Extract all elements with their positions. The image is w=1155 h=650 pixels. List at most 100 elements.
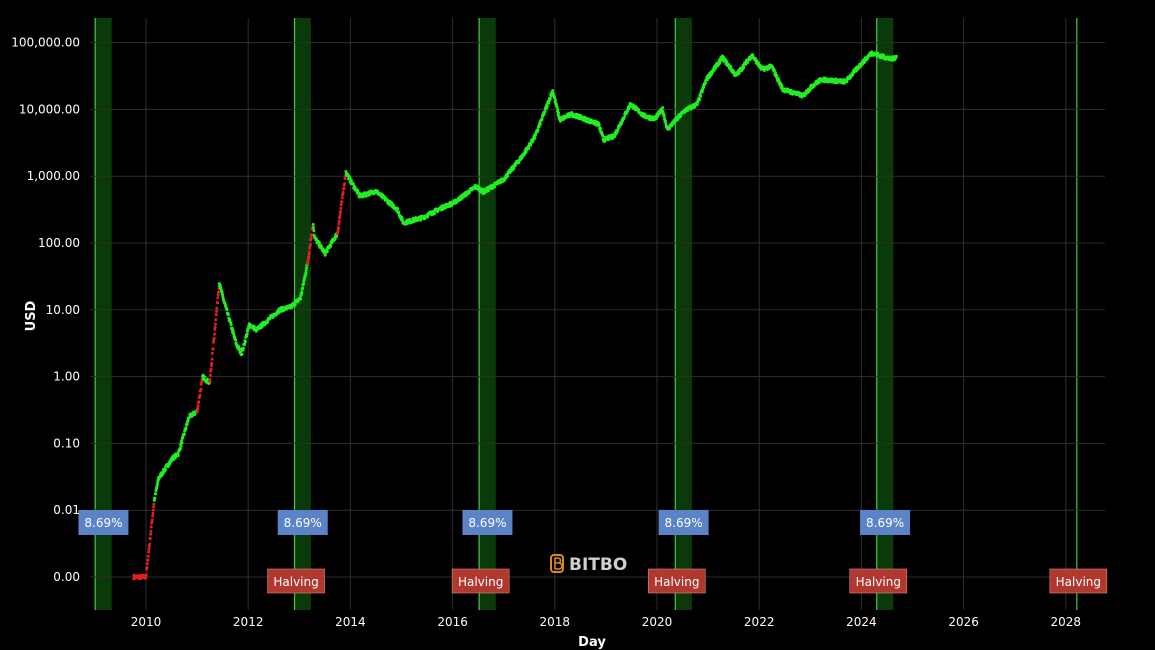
price-point (341, 190, 345, 194)
price-point (656, 115, 660, 118)
price-point (538, 122, 542, 126)
price-point (342, 187, 346, 191)
pct-label: 8.69% (665, 516, 703, 530)
price-point (542, 112, 546, 116)
price-point (545, 105, 549, 109)
price-point (216, 301, 219, 305)
halving-bands (94, 18, 1078, 610)
pct-label-box (860, 510, 911, 535)
price-point (349, 178, 353, 182)
halving-band (479, 18, 496, 610)
y-tick-label: 10.00 (46, 303, 80, 317)
price-point (154, 492, 158, 496)
price-point (203, 375, 207, 379)
price-point (301, 286, 305, 290)
pct-label-box (658, 510, 709, 535)
y-tick-label: 0.00 (53, 570, 80, 584)
price-points (132, 50, 898, 581)
price-point (702, 85, 706, 89)
price-point (163, 468, 167, 472)
price-point (225, 308, 229, 312)
price-point (148, 542, 152, 546)
grid (90, 18, 1105, 610)
price-point (152, 502, 156, 506)
price-point (774, 71, 778, 75)
price-point (149, 532, 153, 536)
price-point (185, 422, 189, 426)
x-tick-label: 2016 (437, 615, 468, 629)
price-point (307, 255, 311, 259)
price-point (426, 215, 430, 219)
price-point (304, 268, 308, 272)
y-tick-label: 1,000.00 (27, 169, 80, 183)
price-point (337, 222, 341, 226)
y-axis-label: USD (24, 300, 39, 331)
price-point (368, 193, 371, 197)
price-point (537, 125, 541, 129)
price-point (762, 69, 766, 72)
price-point (742, 66, 746, 70)
price-point (348, 176, 352, 180)
price-point (325, 250, 329, 254)
y-tick-label: 1.00 (53, 370, 80, 384)
pct-label: 8.69% (866, 516, 904, 530)
price-point (147, 547, 151, 551)
pct-label-box (277, 510, 328, 535)
price-point (527, 147, 531, 151)
price-point (144, 575, 148, 579)
price-point (551, 89, 555, 93)
price-point (179, 444, 183, 448)
price-point (214, 322, 217, 326)
x-tick-label: 2024 (846, 615, 877, 629)
price-point (178, 446, 182, 450)
price-point (329, 244, 333, 248)
price-point (343, 177, 347, 181)
price-point (662, 114, 666, 118)
price-point (351, 182, 355, 186)
price-point (209, 367, 213, 371)
price-point (493, 185, 496, 189)
x-tick-label: 2026 (948, 615, 979, 629)
price-point (397, 211, 401, 214)
price-point (554, 102, 558, 106)
price-point (215, 310, 218, 313)
price-point (271, 316, 275, 319)
x-tick-label: 2022 (744, 615, 775, 629)
price-point (195, 410, 199, 414)
price-point (151, 514, 155, 518)
halving-label: Halving (856, 575, 901, 589)
price-point (149, 525, 153, 529)
price-point (698, 97, 702, 101)
price-point (213, 325, 217, 329)
price-point (664, 120, 668, 124)
x-tick-label: 2012 (233, 615, 264, 629)
bitbo-logo: BITBO (550, 554, 627, 575)
halving-band (95, 18, 112, 610)
price-point (306, 262, 310, 266)
price-point (745, 61, 749, 65)
price-point (176, 454, 180, 457)
halving-label: Halving (458, 575, 503, 589)
price-point (894, 54, 898, 58)
price-point (300, 290, 304, 294)
price-point (216, 296, 220, 300)
price-point (186, 419, 190, 423)
price-point (339, 210, 342, 213)
y-tick-label: 100.00 (38, 236, 80, 250)
price-point (598, 127, 602, 130)
price-point (307, 250, 311, 254)
price-point (729, 65, 733, 68)
price-point (306, 259, 310, 263)
halving-label: Halving (654, 575, 699, 589)
price-point (310, 233, 314, 237)
band-labels: 8.69% 8.69% Halving 8.69% Halving 8.69% Halvin… (78, 510, 1108, 594)
price-point (330, 241, 334, 245)
price-point (338, 214, 342, 218)
price-point (309, 236, 313, 240)
price-point (339, 206, 343, 210)
price-point (543, 110, 547, 114)
price-point (147, 550, 151, 554)
bitbo-logo-text: BITBO (569, 555, 627, 575)
x-tick-label: 2028 (1051, 615, 1082, 629)
halving-label-box (647, 568, 706, 594)
